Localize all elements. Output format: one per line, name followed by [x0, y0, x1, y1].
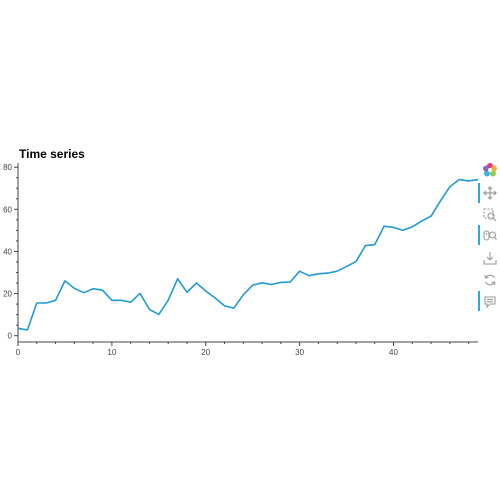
y-tick-label: 40: [3, 247, 12, 256]
x-tick-label: 0: [16, 348, 21, 357]
bokeh-logo-icon[interactable]: [482, 162, 498, 178]
box-zoom-icon[interactable]: [482, 207, 498, 223]
toolbar: [478, 160, 500, 320]
hover-icon[interactable]: [482, 294, 498, 310]
wheel-zoom-active-indicator: [478, 225, 480, 245]
reset-icon[interactable]: [482, 272, 498, 288]
x-tick-label: 40: [389, 348, 398, 357]
y-tick-label: 0: [8, 332, 13, 341]
x-tick-label: 20: [201, 348, 210, 357]
wheel-zoom-icon[interactable]: [482, 228, 498, 244]
axes: 0 20 40 60 80 0 10 20 30 40: [3, 163, 478, 357]
y-tick-label: 80: [3, 163, 12, 172]
chart-title: Time series: [19, 147, 85, 161]
hover-active-indicator: [478, 291, 480, 311]
save-icon[interactable]: [482, 250, 498, 266]
series-layer: [17, 178, 479, 331]
y-tick-label: 60: [3, 205, 12, 214]
x-tick-label: 30: [295, 348, 304, 357]
x-tick-label: 10: [107, 348, 116, 357]
pan-active-indicator: [478, 183, 480, 203]
y-tick-label: 20: [3, 290, 12, 299]
series-line: [17, 178, 479, 331]
pan-icon[interactable]: [482, 185, 498, 201]
